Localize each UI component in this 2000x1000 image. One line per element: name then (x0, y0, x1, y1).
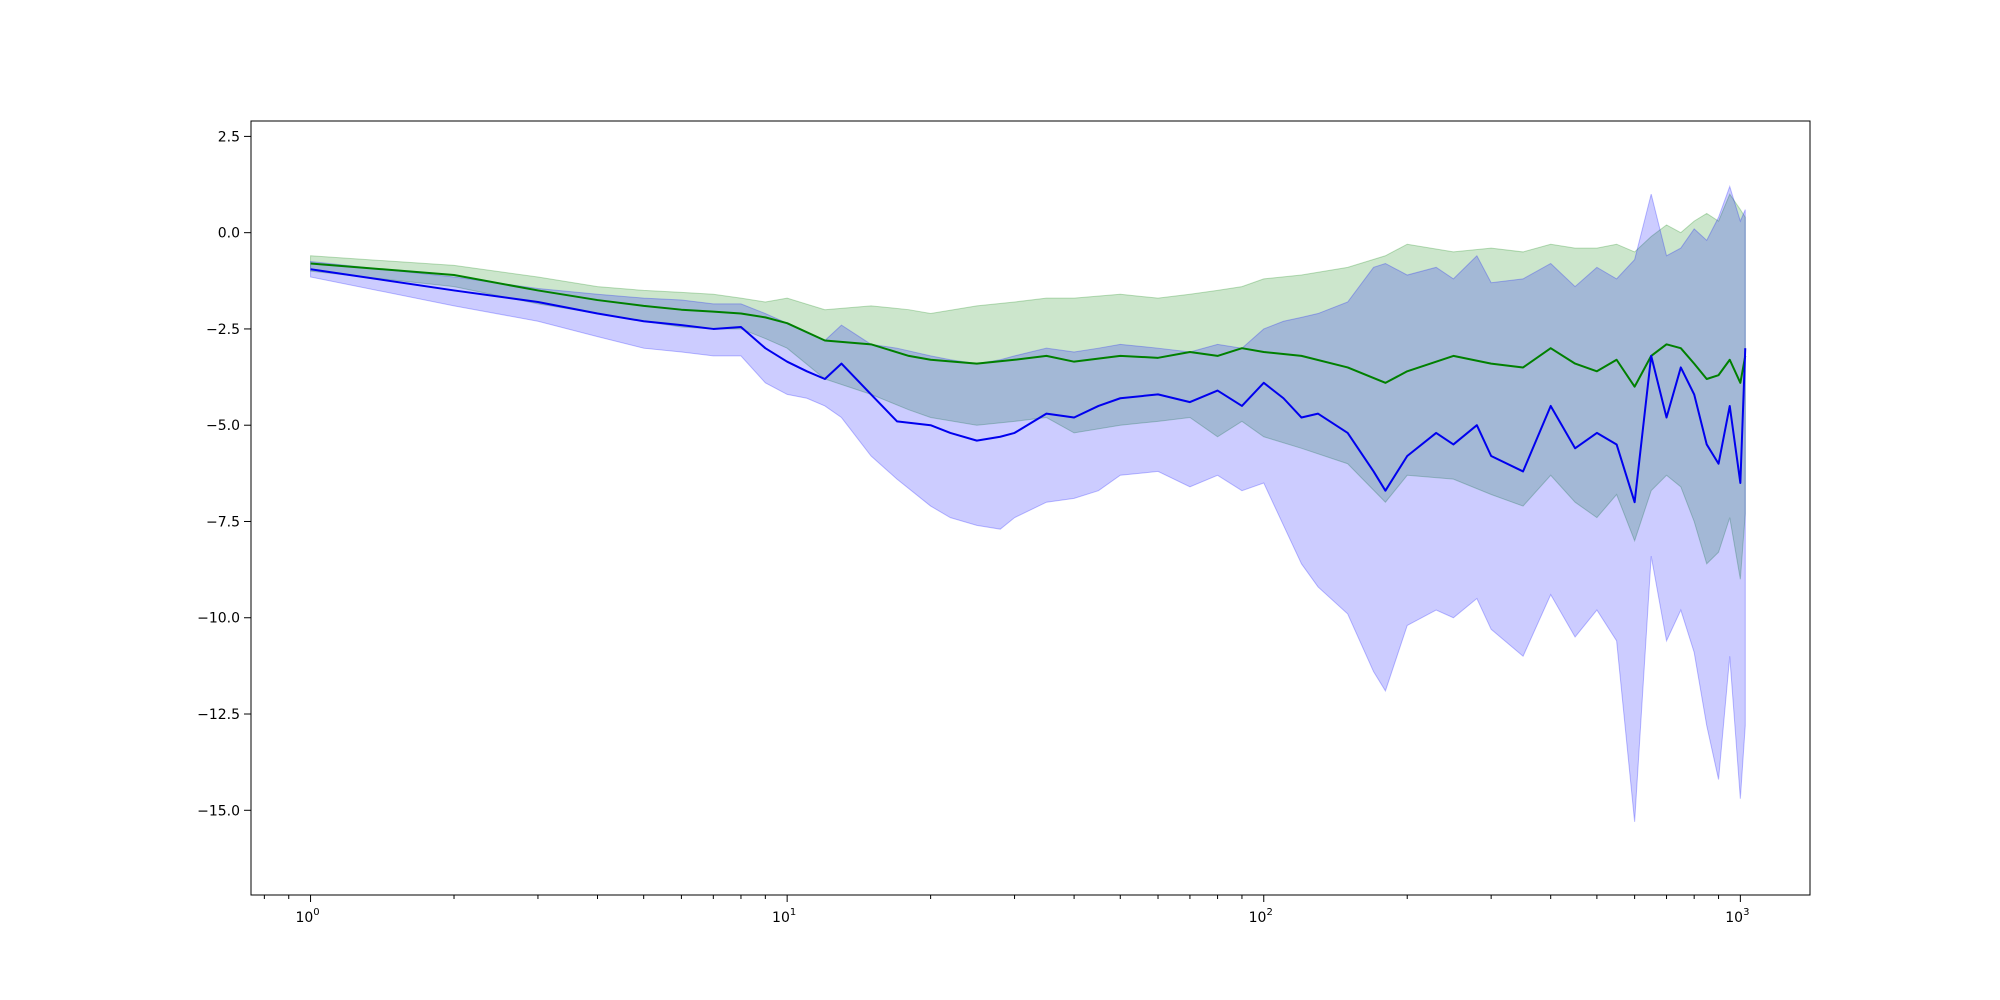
band-series-2 (310, 184, 1746, 822)
line-series-2 (310, 268, 1747, 504)
band-series-1 (310, 193, 1746, 580)
y-tick-label: −15.0 (197, 803, 240, 819)
y-tick-label: −2.5 (206, 322, 240, 338)
confidence-bands (310, 184, 1746, 822)
x-tick-label: 103 (1725, 907, 1749, 926)
y-tick-label: −10.0 (197, 611, 240, 627)
x-tick-label: 102 (1249, 907, 1273, 926)
series-lines (310, 262, 1747, 504)
y-tick-label: −7.5 (206, 514, 240, 530)
y-tick-label: 0.0 (218, 226, 240, 242)
y-tick-label: −12.5 (197, 707, 240, 723)
x-tick-label: 100 (295, 907, 319, 926)
y-axis: 2.5 0.0 −2.5 −5.0 −7.5 −10.0 −12.5 −15.0 (197, 129, 251, 819)
y-tick-label: 2.5 (218, 129, 240, 145)
plot-frame (250, 120, 1811, 896)
x-axis: 100 101 102 103 (263, 895, 1749, 926)
line-series-1 (310, 262, 1747, 388)
y-tick-label: −5.0 (206, 418, 240, 434)
x-tick-label: 101 (772, 907, 796, 926)
